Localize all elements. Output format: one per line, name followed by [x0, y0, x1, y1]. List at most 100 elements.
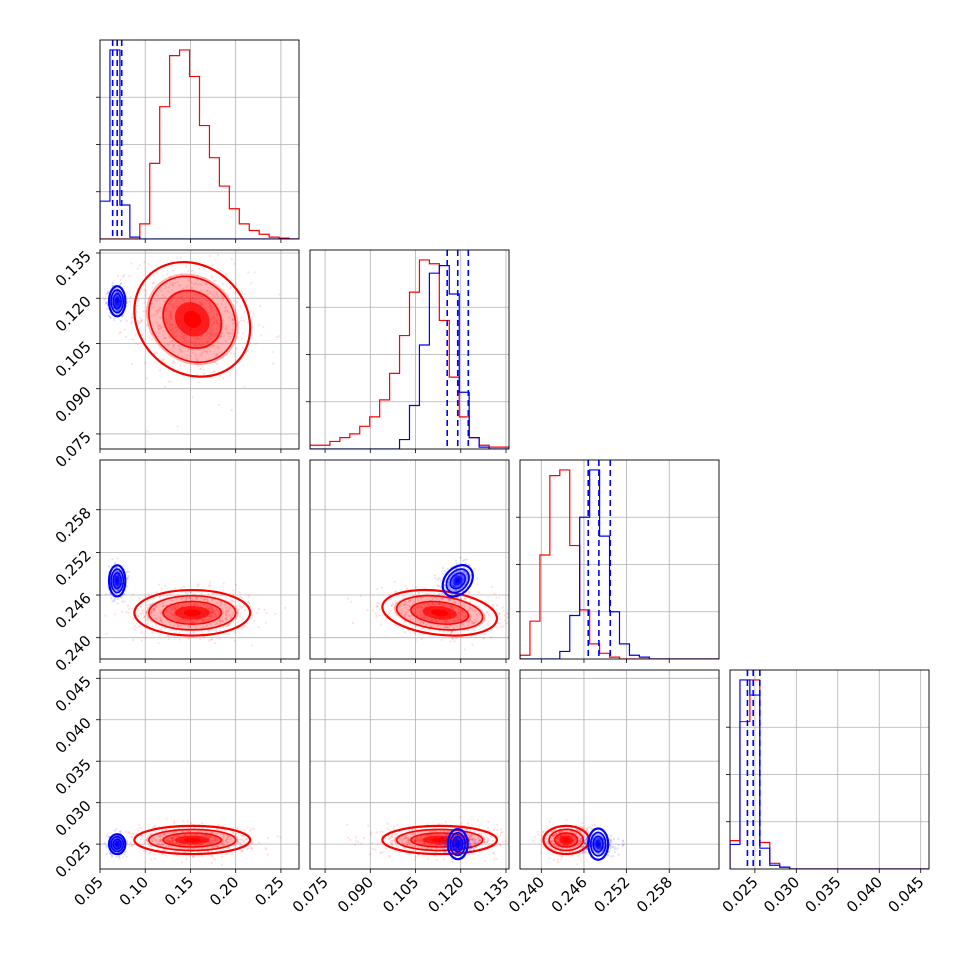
sample-point — [146, 834, 150, 837]
sample-point — [441, 567, 445, 570]
sample-point — [456, 592, 460, 595]
sample-point — [200, 593, 203, 596]
contour-line — [110, 289, 125, 314]
sample-point — [159, 838, 162, 841]
sample-point — [224, 839, 227, 842]
sample-point — [486, 840, 489, 843]
sample-point — [111, 600, 114, 603]
sample-point — [117, 305, 120, 308]
sample-point — [156, 324, 160, 327]
sample-point — [484, 605, 487, 609]
sample-point — [159, 835, 162, 838]
sample-point — [193, 620, 196, 623]
sample-point — [130, 262, 133, 265]
sample-point — [150, 839, 153, 842]
sample-point — [277, 335, 281, 338]
sample-point — [146, 430, 149, 433]
sample-point — [445, 626, 448, 629]
sample-point — [166, 839, 169, 842]
sample-point — [193, 271, 196, 274]
sample-point — [192, 620, 196, 624]
sample-point — [446, 584, 450, 587]
sample-point — [116, 839, 119, 842]
sample-point — [196, 603, 199, 606]
sample-point — [212, 316, 215, 319]
sample-point — [132, 617, 135, 620]
histogram-blue — [100, 49, 299, 239]
sample-point — [420, 614, 423, 617]
sample-point — [452, 584, 455, 588]
sample-point — [172, 831, 175, 834]
sample-point — [125, 855, 128, 858]
sample-point — [171, 281, 174, 285]
sample-point — [437, 584, 441, 587]
sample-point — [113, 600, 116, 603]
sample-point — [185, 362, 188, 365]
sample-point — [110, 597, 113, 600]
sample-point — [152, 274, 155, 277]
sample-point — [171, 837, 174, 840]
sample-point — [198, 343, 202, 346]
sample-point — [113, 316, 116, 320]
sample-point — [229, 599, 232, 602]
sample-point — [210, 318, 213, 321]
sample-point — [184, 603, 188, 607]
sample-point — [215, 327, 218, 330]
sample-point — [121, 610, 124, 613]
sample-point — [419, 611, 422, 614]
sample-point — [115, 855, 118, 858]
sample-point — [435, 602, 438, 605]
sample-point — [212, 856, 215, 859]
sample-point — [170, 317, 173, 320]
sample-point — [140, 639, 143, 642]
sample-point — [242, 834, 246, 838]
sample-point — [173, 344, 176, 347]
sample-point — [496, 828, 499, 831]
sample-point — [469, 618, 472, 621]
sample-point — [221, 855, 224, 858]
sample-point — [412, 594, 415, 597]
sample-point — [178, 618, 181, 621]
sample-point — [404, 836, 408, 839]
sample-point — [203, 620, 206, 623]
sample-point — [443, 585, 446, 588]
sample-point — [251, 326, 254, 329]
sample-point — [133, 628, 136, 631]
sample-point — [225, 606, 228, 609]
sample-point — [265, 848, 268, 851]
sample-point — [123, 600, 126, 603]
sample-point — [138, 321, 141, 325]
sample-point — [128, 275, 131, 278]
sample-point — [477, 591, 480, 594]
sample-point — [231, 599, 234, 602]
sample-point — [461, 609, 464, 612]
sample-point — [178, 277, 181, 280]
sample-point — [448, 598, 452, 601]
sample-point — [423, 842, 427, 845]
sample-point — [170, 845, 174, 849]
sample-point — [145, 838, 148, 842]
sample-point — [443, 584, 447, 587]
sample-point — [211, 845, 215, 849]
sample-point — [426, 842, 429, 845]
sample-point — [419, 596, 423, 599]
sample-point — [390, 597, 393, 601]
sample-point — [240, 834, 243, 838]
sample-point — [212, 836, 215, 839]
sample-point — [121, 275, 124, 279]
sample-point — [451, 619, 455, 622]
sample-point — [138, 319, 141, 322]
sample-point — [135, 611, 138, 615]
sample-point — [167, 380, 170, 383]
sample-point — [143, 849, 146, 853]
sample-point — [260, 334, 263, 337]
sample-point — [172, 346, 175, 349]
sample-point — [211, 608, 214, 611]
sample-point — [173, 617, 177, 620]
sample-point — [456, 615, 459, 618]
sample-point — [233, 639, 236, 642]
sample-point — [213, 611, 216, 614]
sample-point — [176, 605, 179, 609]
sample-point — [421, 617, 424, 620]
sample-point — [160, 621, 164, 624]
